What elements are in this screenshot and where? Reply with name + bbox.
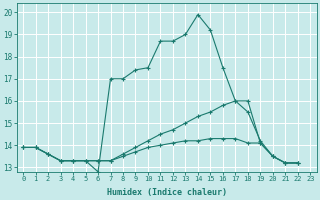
X-axis label: Humidex (Indice chaleur): Humidex (Indice chaleur)	[107, 188, 227, 197]
